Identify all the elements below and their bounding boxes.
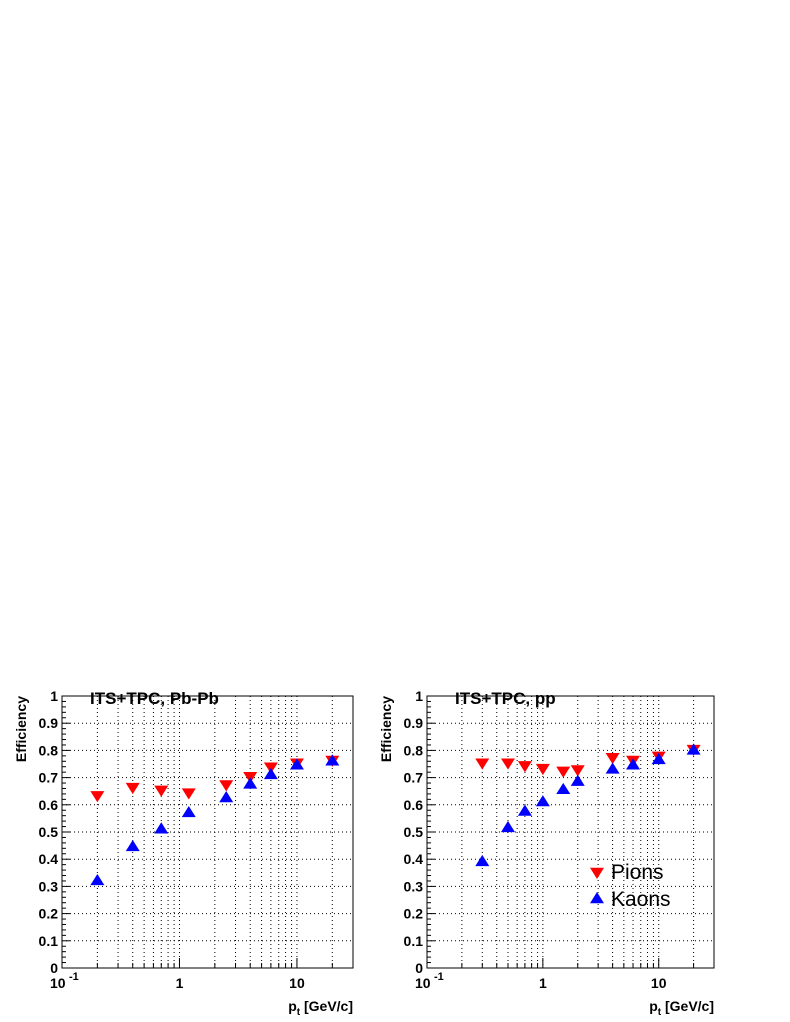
kaons-point [517,804,532,816]
kaons-point [605,762,620,774]
kaons-point [475,854,490,867]
pions-point [517,761,532,773]
y-tick-label: 0.1 [39,933,59,949]
y-tick-label: 0.4 [404,851,424,867]
x-axis-title: pt [GeV/c] [288,998,353,1018]
kaons-point [125,839,140,852]
series-kaons [475,743,701,867]
y-tick-label: 0.8 [39,742,59,758]
legend: Pions Kaons [590,861,671,911]
plot-frame [61,695,354,969]
legend-pions-marker [590,867,604,879]
panel-title: ITS+TPC, pp [455,689,556,708]
y-tick-label: 0.7 [404,770,424,786]
legend-pions-label: Pions [611,861,664,884]
kaons-point [325,754,340,766]
x-tick-label: 10 [289,975,305,991]
y-tick-label: 0.9 [39,715,59,731]
kaons-point [651,752,666,765]
pions-point [181,788,196,800]
kaons-point [154,822,169,834]
y-tick-label: 0.9 [404,715,424,731]
kaons-point [686,743,701,755]
pions-point [219,780,234,792]
x-tick-label: 10 [651,975,667,991]
kaons-point [535,795,550,807]
plot-frame [426,695,715,969]
y-tick-label: 0.7 [39,770,59,786]
kaons-point [570,774,585,786]
x-axis-ticks: 10 -1 1 10 [50,958,354,991]
series-pions [475,744,701,778]
y-tick-label: 0.3 [39,878,59,894]
y-tick-label: 0.3 [404,878,424,894]
x-tick-label: 10 [415,975,431,991]
pions-point [556,766,571,778]
y-tick-label: 0.6 [404,797,424,813]
kaons-point [181,805,196,818]
pions-point [535,763,550,776]
legend-kaons-label: Kaons [611,888,671,911]
pions-point [500,758,515,770]
grid-lines [427,696,714,968]
y-tick-label: 1 [50,688,58,704]
pions-point [605,753,620,765]
y-tick-label: 0.6 [39,797,59,813]
kaons-point [263,767,278,780]
y-tick-label: 0.2 [39,906,59,922]
y-tick-label: 0 [50,960,58,976]
series-pions [90,755,340,803]
pions-point [90,791,105,803]
kaons-point [626,758,641,770]
kaons-point [500,820,515,833]
y-tick-label: 1 [415,688,423,704]
x-axis-ticks: 10 -1 1 10 [415,958,715,991]
x-tick-label-exponent: -1 [434,971,444,983]
x-tick-label-exponent: -1 [69,971,79,983]
y-tick-label: 0.2 [404,906,424,922]
y-axis-title: Efficiency [378,696,394,762]
panel-title: ITS+TPC, Pb-Pb [90,689,219,708]
y-tick-label: 0.5 [39,824,59,840]
kaons-point [243,777,258,789]
x-axis-title: pt [GeV/c] [649,998,714,1018]
pions-point [570,765,585,777]
y-axis-title: Efficiency [13,696,29,762]
y-axis-ticks: 0 0.1 0.2 0.3 0.4 0.5 0.6 0.7 0.8 0.9 1 [404,688,435,976]
series-kaons [90,754,340,886]
kaons-point [556,782,571,795]
y-tick-label: 0.8 [404,742,424,758]
x-tick-label: 10 [50,975,66,991]
y-tick-label: 0.1 [404,933,424,949]
grid-lines [62,696,353,968]
x-tick-label: 1 [539,975,547,991]
kaons-point [90,873,105,886]
kaons-point [219,791,234,803]
x-tick-label: 1 [176,975,184,991]
y-axis-ticks: 0 0.1 0.2 0.3 0.4 0.5 0.6 0.7 0.8 0.9 1 [39,688,70,976]
y-tick-label: 0.5 [404,824,424,840]
pions-point [125,782,140,795]
pions-point [154,785,169,797]
y-tick-label: 0 [415,960,423,976]
pions-point [475,758,490,770]
kaons-point [289,758,304,770]
legend-kaons-marker [590,892,604,904]
y-tick-label: 0.4 [39,851,59,867]
